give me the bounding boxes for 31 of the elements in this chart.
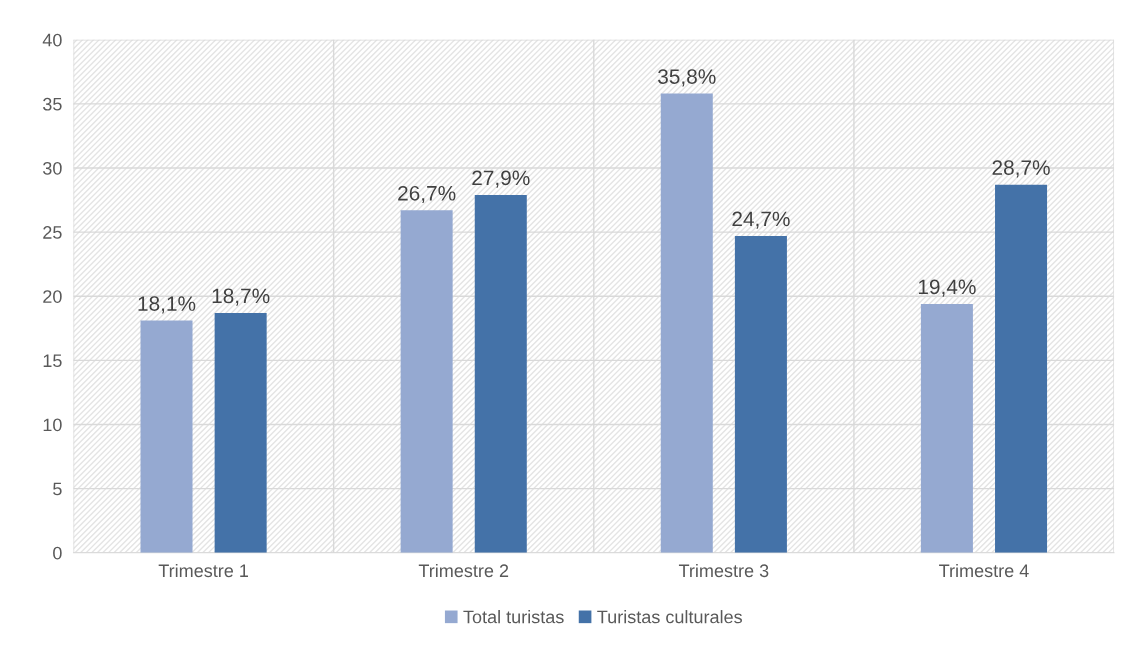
y-tick-label: 15 [43,354,62,368]
bar [474,194,527,553]
y-tick-label: 0 [53,546,62,560]
y-tick-label: 40 [42,33,62,47]
data-label: 18,1% [138,296,196,314]
legend-label: Total turistas [463,610,564,624]
legend-label: Turistas culturales [597,610,742,624]
y-tick-label: 5 [53,482,62,496]
x-tick-label: Trimestre 1 [158,563,249,578]
bar [920,303,973,553]
bar [140,320,193,553]
data-label: 19,4% [918,279,976,297]
bar [214,312,267,553]
data-label: 24,7% [732,211,790,229]
x-tick-label: Trimestre 3 [678,563,769,578]
y-tick-label: 30 [43,161,62,175]
x-tick-label: Trimestre 4 [939,563,1029,578]
data-label: 27,9% [472,170,530,188]
data-label: 35,8% [658,69,716,87]
y-tick-label: 10 [43,418,62,432]
bar [734,235,787,553]
x-tick-label: Trimestre 2 [418,563,509,578]
bar [660,93,713,553]
y-tick-label: 35 [43,97,62,111]
data-label: 26,7% [398,185,456,204]
bar [400,210,453,553]
y-tick-label: 20 [43,290,62,303]
data-label: 28,7% [992,160,1050,178]
bar [995,184,1048,553]
data-label: 18,7% [212,288,270,306]
y-tick-label: 25 [43,226,62,239]
